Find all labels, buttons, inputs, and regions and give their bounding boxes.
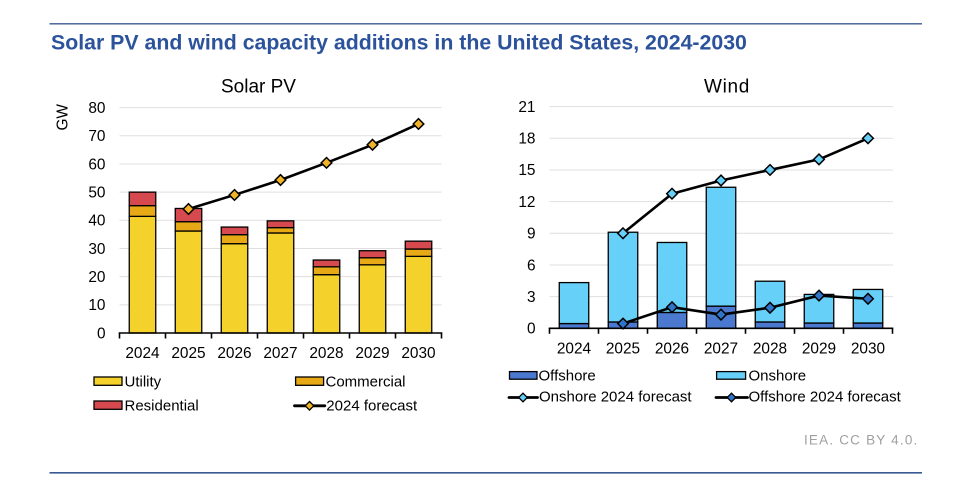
svg-text:Offshore: Offshore (539, 368, 596, 385)
svg-text:2024: 2024 (125, 345, 160, 362)
svg-text:2026: 2026 (217, 345, 251, 362)
svg-text:Wind: Wind (704, 77, 750, 98)
svg-text:80: 80 (88, 100, 105, 117)
svg-text:2030: 2030 (851, 341, 885, 358)
svg-text:GW: GW (54, 104, 71, 131)
svg-text:60: 60 (88, 156, 105, 173)
svg-text:21: 21 (518, 99, 535, 116)
svg-text:6: 6 (527, 257, 536, 274)
svg-text:Solar PV: Solar PV (221, 77, 296, 98)
svg-text:2029: 2029 (802, 341, 836, 358)
svg-text:2029: 2029 (355, 345, 389, 362)
svg-text:Utility: Utility (125, 373, 162, 390)
svg-text:12: 12 (518, 194, 535, 211)
svg-text:Onshore: Onshore (749, 368, 807, 385)
svg-text:2028: 2028 (753, 341, 787, 358)
svg-text:18: 18 (518, 131, 535, 148)
svg-text:70: 70 (88, 128, 105, 145)
svg-text:20: 20 (88, 269, 105, 286)
svg-text:9: 9 (527, 226, 536, 243)
svg-text:Onshore 2024 forecast: Onshore 2024 forecast (539, 389, 692, 406)
svg-text:IEA. CC BY 4.0.: IEA. CC BY 4.0. (804, 432, 919, 447)
svg-text:Offshore 2024 forecast: Offshore 2024 forecast (749, 389, 902, 406)
svg-text:Commercial: Commercial (326, 373, 406, 390)
svg-text:2024 forecast: 2024 forecast (326, 397, 418, 414)
svg-text:40: 40 (88, 213, 105, 230)
svg-text:2030: 2030 (401, 345, 435, 362)
svg-text:Solar PV and wind capacity add: Solar PV and wind capacity additions in … (51, 30, 747, 54)
svg-text:15: 15 (518, 162, 535, 179)
svg-text:Residential: Residential (125, 397, 199, 414)
svg-text:2028: 2028 (309, 345, 343, 362)
svg-text:2026: 2026 (655, 341, 689, 358)
svg-text:10: 10 (88, 297, 105, 314)
svg-text:2024: 2024 (557, 341, 592, 358)
svg-text:2025: 2025 (606, 341, 640, 358)
svg-text:0: 0 (527, 321, 536, 338)
svg-text:50: 50 (88, 184, 105, 201)
svg-text:2027: 2027 (704, 341, 738, 358)
svg-text:2027: 2027 (263, 345, 297, 362)
svg-text:30: 30 (88, 241, 105, 258)
svg-text:3: 3 (527, 289, 536, 306)
svg-text:2025: 2025 (171, 345, 205, 362)
svg-text:0: 0 (97, 325, 106, 342)
